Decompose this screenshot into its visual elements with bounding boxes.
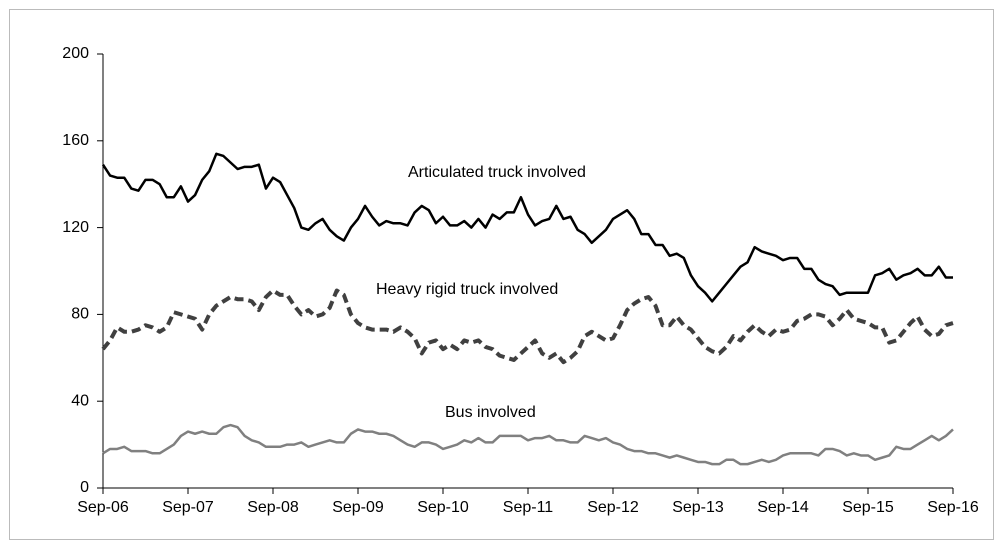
series-label: Heavy rigid truck involved (376, 281, 558, 298)
series-label: Bus involved (445, 404, 536, 421)
x-tick-label: Sep-13 (672, 499, 724, 516)
x-tick-label: Sep-06 (77, 499, 129, 516)
x-tick-label: Sep-15 (842, 499, 894, 516)
y-tick-label: 80 (71, 306, 89, 323)
x-tick-label: Sep-14 (757, 499, 809, 516)
x-tick-label: Sep-08 (247, 499, 299, 516)
x-tick-label: Sep-07 (162, 499, 214, 516)
x-tick-label: Sep-11 (503, 499, 554, 516)
series-label: Articulated truck involved (408, 164, 586, 181)
y-tick-label: 0 (80, 479, 89, 496)
series-line (101, 152, 953, 303)
x-tick-label: Sep-10 (417, 499, 469, 516)
y-tick-label: 40 (71, 392, 89, 409)
chart-frame (9, 9, 994, 540)
x-tick-label: Sep-16 (927, 499, 979, 516)
x-tick-label: Sep-12 (587, 499, 639, 516)
y-tick-label: 200 (62, 45, 89, 62)
y-tick-label: 120 (62, 219, 89, 236)
y-tick-label: 160 (62, 132, 89, 149)
series-line (101, 288, 954, 365)
x-tick-label: Sep-09 (332, 499, 384, 516)
series-line (102, 423, 954, 466)
